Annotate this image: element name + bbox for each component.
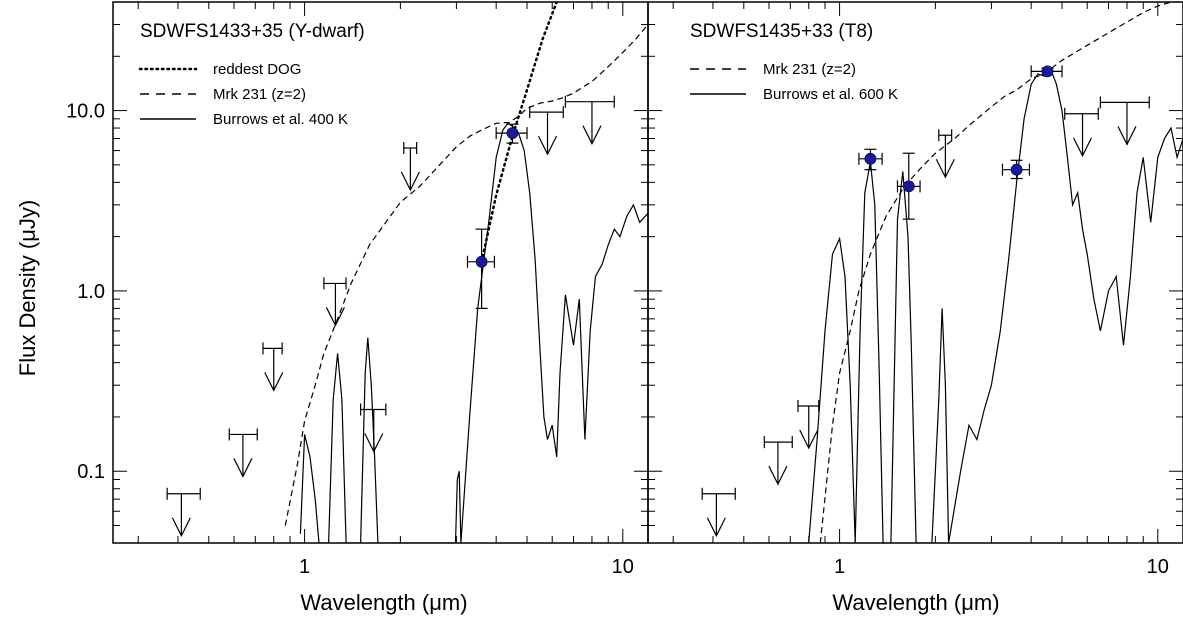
left-upper-limit	[360, 403, 387, 453]
right-upper-limit	[701, 487, 736, 538]
right-upper-limit	[763, 436, 793, 486]
right-upper-limit	[797, 400, 820, 450]
left-upper-limit	[228, 428, 258, 478]
left-upper-limit	[529, 106, 564, 156]
left-series-dotted	[480, 2, 559, 264]
left-legend-label-burrows: Burrows et al. 400 K	[213, 111, 348, 128]
right-x-axis-title: Wavelength (μm)	[832, 590, 999, 615]
left-upper-limit	[166, 487, 201, 538]
left-y-tick-label: 1.0	[77, 281, 105, 303]
left-series-solid	[299, 122, 648, 543]
right-detection-point	[1030, 65, 1063, 78]
left-axes-box	[112, 1, 649, 544]
left-upper-limit	[400, 142, 420, 192]
left-series-dashed	[284, 24, 648, 526]
left-axes-frame: 1 10 0.1 1.0 10.0	[66, 1, 649, 578]
right-x-tick-label: 1	[834, 556, 845, 578]
right-upper-limit	[1099, 96, 1150, 146]
left-legend-label-mrk231: Mrk 231 (z=2)	[213, 86, 306, 103]
left-y-tick-label: 0.1	[77, 461, 105, 483]
left-legend-label-dog: reddest DOG	[213, 61, 301, 78]
right-plot-area	[701, 2, 1183, 543]
right-detection-point	[1001, 159, 1031, 180]
left-upper-limit	[323, 277, 347, 327]
left-y-tick-label: 10.0	[66, 101, 105, 123]
right-legend-label-mrk231: Mrk 231 (z=2)	[763, 61, 856, 78]
right-axes-box	[647, 1, 1183, 544]
right-x-tick-label: 10	[1147, 556, 1169, 578]
right-detection-point	[896, 152, 921, 220]
left-x-tick-label: 1	[299, 556, 310, 578]
right-upper-limit	[1064, 107, 1099, 158]
left-legend: reddest DOG Mrk 231 (z=2) Burrows et al.…	[138, 61, 348, 128]
right-upper-limit	[935, 129, 955, 179]
right-series-dashed	[819, 2, 1183, 543]
left-x-tick-label: 10	[612, 556, 634, 578]
left-upper-limit	[262, 342, 284, 392]
left-x-axis-title: Wavelength (μm)	[300, 590, 467, 615]
right-series-solid	[808, 67, 1183, 543]
right-detection-point	[858, 148, 883, 171]
left-upper-limit	[564, 95, 615, 146]
right-axes-frame: 1 10	[647, 1, 1183, 578]
y-axis-title: Flux Density (μJy)	[15, 200, 40, 376]
right-legend: Mrk 231 (z=2) Burrows et al. 600 K	[690, 61, 898, 103]
panel-left: 1 10 0.1 1.0 10.0 SDWFS1433+35 (Y-dwarf) red…	[66, 1, 649, 615]
left-panel-title: SDWFS1433+35 (Y-dwarf)	[140, 21, 365, 42]
left-detection-point	[495, 123, 528, 144]
right-panel-title: SDWFS1435+33 (T8)	[690, 21, 873, 42]
left-detection-point	[466, 228, 496, 309]
panel-right: 1 10 SDWFS1435+33 (T8) Mrk 231 (z=2) Burr…	[647, 1, 1183, 615]
right-legend-label-burrows: Burrows et al. 600 K	[763, 86, 898, 103]
left-plot-area	[166, 2, 648, 543]
